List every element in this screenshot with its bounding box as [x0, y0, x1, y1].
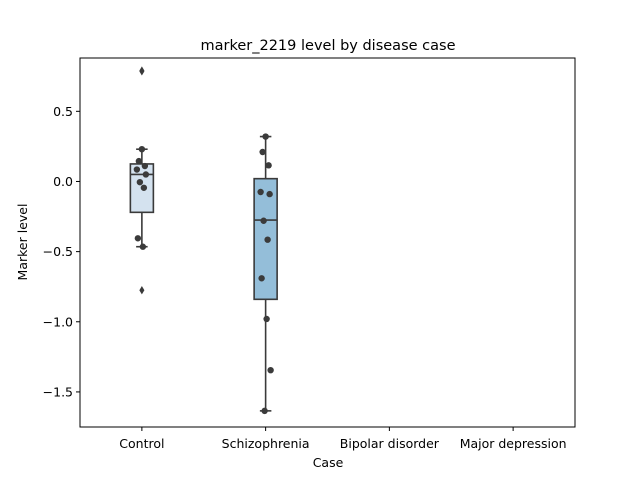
- y-tick-label: 0.0: [53, 174, 73, 189]
- data-point: [267, 366, 274, 374]
- data-point: [260, 217, 267, 224]
- data-point: [261, 407, 268, 415]
- outlier-marker: [139, 286, 145, 295]
- data-point: [134, 235, 142, 242]
- data-point: [257, 188, 264, 196]
- data-point: [258, 275, 265, 282]
- data-point: [138, 145, 146, 153]
- x-tick-label: Major depression: [460, 436, 567, 451]
- x-tick-label: Schizophrenia: [222, 436, 310, 451]
- y-tick-label: 0.5: [53, 104, 73, 119]
- y-axis: 0.5 0.0 −0.5 −1.0 −1.5: [43, 104, 80, 399]
- data-point: [140, 184, 148, 191]
- data-point: [265, 162, 272, 169]
- outlier-marker: [139, 67, 145, 76]
- data-point: [264, 236, 271, 243]
- points-layer: [133, 133, 274, 415]
- chart-title: marker_2219 level by disease case: [201, 38, 456, 54]
- data-point: [139, 243, 147, 250]
- data-point: [263, 315, 270, 323]
- data-point: [266, 190, 273, 198]
- y-axis-label: Marker level: [15, 204, 30, 281]
- y-tick-label: −1.0: [43, 314, 73, 329]
- y-tick-label: −0.5: [43, 244, 73, 259]
- y-tick-label: −1.5: [43, 384, 73, 399]
- data-point: [142, 171, 150, 178]
- data-point: [136, 178, 144, 186]
- data-point: [133, 166, 141, 173]
- data-point: [141, 162, 149, 170]
- data-point: [259, 148, 266, 156]
- data-point: [135, 157, 143, 165]
- x-tick-label: Bipolar disorder: [340, 436, 440, 451]
- x-axis-label: Case: [313, 455, 344, 470]
- x-axis: Control Schizophrenia Bipolar disorder Majo…: [119, 427, 567, 451]
- x-tick-label: Control: [119, 436, 164, 451]
- plot-area: [79, 57, 576, 428]
- axes-frame: [79, 57, 576, 428]
- data-point: [262, 133, 269, 140]
